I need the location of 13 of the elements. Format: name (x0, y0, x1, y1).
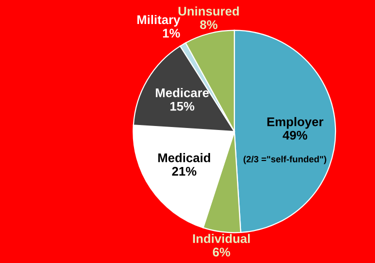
data-label: 6% (212, 248, 230, 257)
data-label: 15% (170, 102, 194, 111)
slice-label: Individual (193, 234, 250, 244)
slice-label: Employer (267, 117, 324, 129)
data-label: 8% (200, 20, 218, 30)
data-label: 21% (172, 166, 196, 176)
slice-label: Medicaid (158, 153, 210, 162)
slice-label: Uninsured (178, 6, 239, 16)
data-label: 1% (163, 28, 180, 38)
slice-label: Medicare (156, 88, 209, 98)
text: (2/3 ="self-funded") (244, 156, 326, 164)
data-label: 49% (282, 130, 308, 140)
slice-label: Military (137, 14, 180, 27)
